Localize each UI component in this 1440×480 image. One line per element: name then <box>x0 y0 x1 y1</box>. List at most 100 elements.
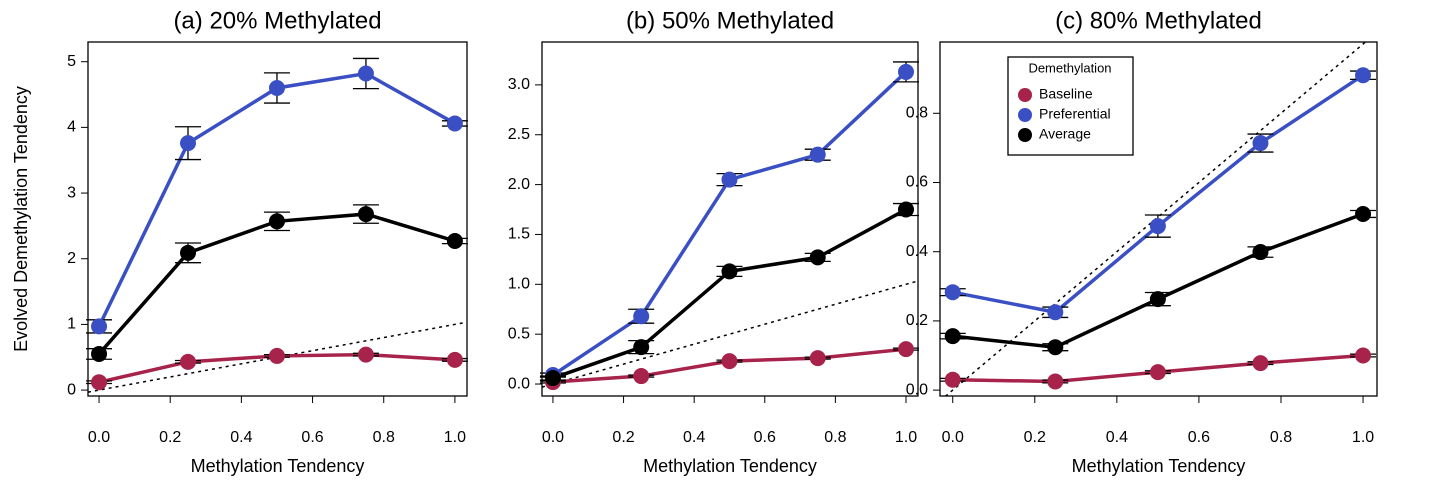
x-tick-label: 0.8 <box>373 429 395 446</box>
data-point <box>179 353 196 370</box>
x-tick-label: 0.4 <box>683 429 705 446</box>
data-point <box>357 65 374 82</box>
legend-label: Preferential <box>1039 106 1111 122</box>
data-point <box>633 339 650 356</box>
panel-title: (a) 20% Methylated <box>173 7 381 34</box>
data-point <box>91 374 108 391</box>
plot-frame <box>541 41 919 397</box>
data-point <box>91 345 108 362</box>
data-point <box>446 233 463 250</box>
data-point <box>268 79 285 96</box>
data-point <box>1355 67 1372 84</box>
x-tick-label: 0.4 <box>230 429 252 446</box>
reference-line <box>542 280 918 388</box>
legend-label: Average <box>1039 126 1091 142</box>
y-tick-label: 5 <box>67 53 76 70</box>
x-tick-label: 0.0 <box>942 429 964 446</box>
y-tick-label: 0.5 <box>508 325 530 342</box>
data-point <box>1252 244 1269 261</box>
data-point <box>179 244 196 261</box>
data-point <box>809 350 826 367</box>
data-point <box>268 347 285 364</box>
panel-title: (b) 50% Methylated <box>626 7 834 34</box>
y-axis-label: Evolved Demethylation Tendency <box>11 86 31 352</box>
x-tick-label: 1.0 <box>1352 429 1374 446</box>
data-point <box>179 135 196 152</box>
x-tick-label: 0.4 <box>1106 429 1128 446</box>
data-point <box>944 328 961 345</box>
legend-marker <box>1018 88 1032 102</box>
y-tick-label: 2 <box>67 250 76 267</box>
y-tick-label: 0.8 <box>906 105 928 122</box>
data-point <box>446 115 463 132</box>
data-point <box>1149 218 1166 235</box>
data-point <box>446 351 463 368</box>
y-tick-label: 0.0 <box>906 381 928 398</box>
data-point <box>809 249 826 266</box>
data-point <box>897 341 914 358</box>
legend-marker <box>1018 128 1032 142</box>
data-point <box>544 370 561 387</box>
data-point <box>633 368 650 385</box>
reference-line <box>944 42 1367 396</box>
panel: (b) 50% Methylated Methylation Tendency 0.… <box>508 7 919 476</box>
data-point <box>91 318 108 335</box>
data-point <box>1149 291 1166 308</box>
x-axis-label: Methylation Tendency <box>643 456 817 476</box>
data-point <box>809 146 826 163</box>
x-tick-label: 0.8 <box>1270 429 1292 446</box>
panel: (a) 20% Methylated Methylation Tendency Ev… <box>11 7 468 476</box>
plot-frame <box>939 41 1378 397</box>
y-tick-label: 0.6 <box>906 174 928 191</box>
y-tick-label: 1.5 <box>508 226 530 243</box>
data-point <box>1252 355 1269 372</box>
data-point <box>1047 373 1064 390</box>
x-tick-label: 0.8 <box>824 429 846 446</box>
legend-title: Demethylation <box>1028 60 1111 75</box>
legend-label: Baseline <box>1039 86 1093 102</box>
y-tick-label: 0.0 <box>508 375 530 392</box>
x-tick-label: 1.0 <box>444 429 466 446</box>
y-tick-label: 1.0 <box>508 276 530 293</box>
panel-title: (c) 80% Methylated <box>1055 7 1262 34</box>
data-point <box>357 346 374 363</box>
data-point <box>1047 304 1064 321</box>
y-tick-label: 3.0 <box>508 76 530 93</box>
data-point <box>721 263 738 280</box>
y-tick-label: 1 <box>67 316 76 333</box>
reference-line <box>88 321 467 393</box>
y-tick-label: 0.2 <box>906 312 928 329</box>
data-point <box>1355 347 1372 364</box>
x-tick-label: 1.0 <box>895 429 917 446</box>
data-point <box>721 353 738 370</box>
data-point <box>944 371 961 388</box>
y-tick-label: 4 <box>67 119 76 136</box>
series-line <box>97 71 456 328</box>
y-tick-label: 0.4 <box>906 243 928 260</box>
data-point <box>721 171 738 188</box>
plot-frame <box>87 41 468 397</box>
x-tick-label: 0.2 <box>612 429 634 446</box>
x-tick-label: 0.6 <box>1188 429 1210 446</box>
y-tick-label: 0 <box>67 381 76 398</box>
y-tick-label: 2.5 <box>508 126 530 143</box>
data-point <box>1149 364 1166 381</box>
legend-marker <box>1018 108 1032 122</box>
y-tick-label: 3 <box>67 184 76 201</box>
data-point <box>897 201 914 218</box>
x-axis-label: Methylation Tendency <box>1072 456 1246 476</box>
x-tick-label: 0.0 <box>88 429 110 446</box>
data-point <box>944 284 961 301</box>
data-point <box>268 213 285 230</box>
x-axis-label: Methylation Tendency <box>191 456 365 476</box>
data-point <box>1047 339 1064 356</box>
series-line <box>551 70 908 377</box>
series-line <box>97 212 456 356</box>
data-point <box>897 63 914 80</box>
data-point <box>357 206 374 223</box>
y-tick-label: 2.0 <box>508 176 530 193</box>
data-point <box>1355 205 1372 222</box>
x-tick-label: 0.0 <box>542 429 564 446</box>
